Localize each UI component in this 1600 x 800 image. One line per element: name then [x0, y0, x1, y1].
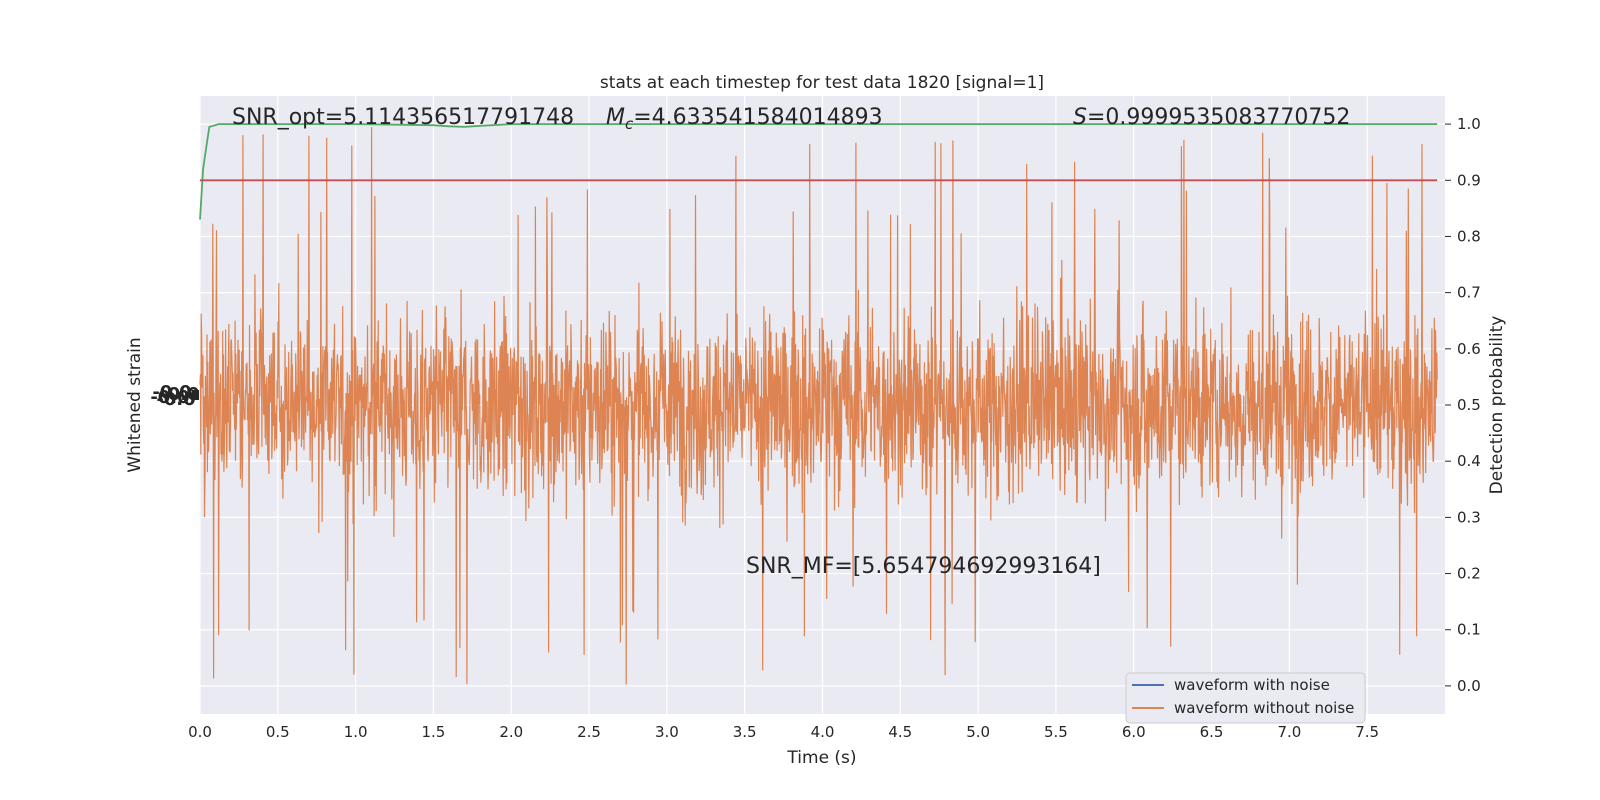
y-tick-label: 0.5	[1457, 396, 1481, 414]
x-tick-label: 2.0	[499, 723, 523, 741]
x-tick-label: 3.5	[733, 723, 757, 741]
series-waveform-without-noise	[199, 126, 1438, 685]
y-axis-right-label: Detection probability	[1487, 316, 1507, 495]
legend: waveform with noise waveform without noi…	[1125, 672, 1366, 724]
x-tick-label: 1.0	[344, 723, 368, 741]
y-tick-label: 0.4	[1457, 452, 1481, 470]
y-tick-label: 0.1	[1457, 621, 1481, 639]
chirp-mass-symbol: M	[606, 105, 625, 130]
y-tick-label: 0.7	[1457, 284, 1481, 302]
y-tick-label: 1.0	[1457, 115, 1481, 133]
left-axis-tick-label: -0.0	[152, 382, 191, 403]
series-detection-probability	[199, 123, 1438, 220]
x-tick-label: 0.5	[266, 723, 290, 741]
x-axis-ticks: 0.0 0.5 1.0 1.5 2.0 2.5 3.0 3.5 4.0 4.5 5.0 5.5 6.0 6…	[188, 723, 1379, 741]
x-tick-label: 0.0	[188, 723, 212, 741]
x-axis-label: Time (s)	[786, 748, 856, 768]
x-tick-label: 3.0	[655, 723, 679, 741]
s-value: =0.9999535083770752	[1087, 105, 1350, 130]
left-axis-tick-label: -0.0	[160, 384, 199, 405]
left-axis-tick-label: -0.0	[150, 387, 189, 408]
legend-box	[1125, 672, 1366, 724]
chart-title: stats at each timestep for test data 182…	[600, 73, 1044, 93]
y-axis-right-ticks: 0.0 0.1 0.2 0.3 0.4 0.5 0.6 0.7 0.8 0.9 1.0	[1445, 115, 1481, 695]
x-tick-label: 4.0	[811, 723, 835, 741]
left-axis-tick-label: -0.0	[156, 389, 195, 410]
chirp-mass-subscript: c	[625, 115, 634, 133]
left-axis-tick-cluster: -0.0 -0.0 -0.0 -0.0	[150, 382, 199, 410]
y-tick-label: 0.0	[1457, 677, 1481, 695]
legend-label-with-noise: waveform with noise	[1174, 676, 1330, 694]
x-tick-label: 5.0	[966, 723, 990, 741]
left-axis-tick-mark	[192, 390, 199, 400]
s-symbol: S	[1073, 105, 1087, 130]
y-tick-label: 0.2	[1457, 565, 1481, 583]
x-tick-label: 4.5	[888, 723, 912, 741]
x-tick-label: 7.0	[1277, 723, 1301, 741]
y-tick-label: 0.6	[1457, 340, 1481, 358]
x-tick-label: 2.5	[577, 723, 601, 741]
annotation-chirp-mass: Mc=4.633541584014893	[606, 105, 883, 133]
x-tick-label: 6.0	[1122, 723, 1146, 741]
x-tick-label: 5.5	[1044, 723, 1068, 741]
y-tick-label: 0.9	[1457, 171, 1481, 189]
x-tick-label: 6.5	[1200, 723, 1224, 741]
chirp-mass-value: =4.633541584014893	[633, 105, 882, 130]
annotation-snr-mf: SNR_MF=[5.654794692993164]	[746, 554, 1101, 579]
x-tick-label: 7.5	[1355, 723, 1379, 741]
series-line-waveform-without-noise	[199, 126, 1438, 685]
x-tick-label: 1.5	[422, 723, 446, 741]
annotation-s: S=0.9999535083770752	[1073, 105, 1350, 130]
legend-label-without-noise: waveform without noise	[1174, 699, 1354, 717]
y-tick-label: 0.3	[1457, 508, 1481, 526]
y-axis-left-label: Whitened strain	[125, 337, 145, 472]
y-tick-label: 0.8	[1457, 227, 1481, 245]
series-line-detection-probability	[199, 123, 1438, 220]
annotation-snr-opt: SNR_opt=5.114356517791748	[232, 105, 574, 130]
